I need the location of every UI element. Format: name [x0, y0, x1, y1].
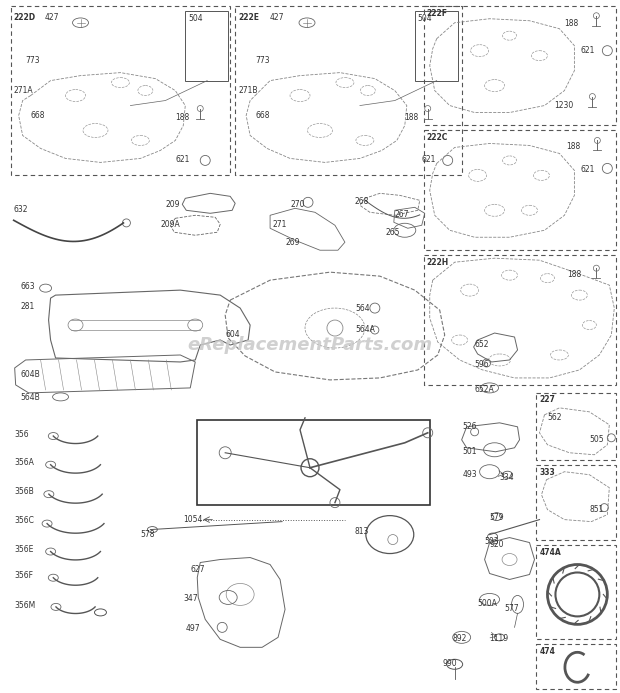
Text: 268: 268	[355, 198, 370, 207]
Text: 990: 990	[443, 659, 458, 668]
Text: 188: 188	[567, 270, 582, 279]
Text: 356A: 356A	[15, 458, 35, 467]
Text: 668: 668	[30, 110, 45, 119]
Bar	[415, 11, 458, 80]
Text: 773: 773	[255, 55, 270, 64]
Text: 265: 265	[386, 228, 401, 237]
Text: 222C: 222C	[427, 134, 448, 143]
Text: 604B: 604B	[20, 370, 40, 379]
Text: 632: 632	[14, 205, 28, 214]
Text: 270: 270	[290, 200, 304, 209]
Bar	[536, 644, 616, 690]
Text: 1230: 1230	[554, 100, 574, 109]
Text: 281: 281	[20, 302, 35, 311]
Text: 504: 504	[418, 14, 432, 23]
Text: 773: 773	[25, 55, 40, 64]
Text: 188: 188	[567, 143, 581, 152]
Text: 1054: 1054	[184, 515, 203, 524]
Text: 621: 621	[175, 155, 190, 164]
Text: 271B: 271B	[238, 86, 258, 94]
Text: 596: 596	[475, 360, 489, 369]
Text: 564: 564	[355, 304, 370, 313]
Text: 222D: 222D	[14, 12, 36, 21]
Text: 427: 427	[45, 12, 59, 21]
Text: 222E: 222E	[238, 12, 259, 21]
Text: 188: 188	[404, 112, 418, 121]
Text: 579: 579	[490, 513, 504, 522]
Text: 209: 209	[166, 200, 180, 209]
Text: 501: 501	[463, 447, 477, 456]
Text: 222F: 222F	[427, 9, 448, 18]
Text: 356C: 356C	[15, 516, 35, 525]
Text: 356F: 356F	[15, 572, 33, 581]
Bar	[536, 545, 616, 640]
Text: 1119: 1119	[490, 634, 509, 643]
Text: 668: 668	[255, 110, 270, 119]
Text: 427: 427	[270, 12, 285, 21]
Text: 474: 474	[539, 647, 556, 656]
Text: 851: 851	[590, 505, 604, 514]
Text: 920: 920	[490, 540, 504, 549]
Text: 474A: 474A	[539, 547, 561, 556]
Text: 652: 652	[475, 340, 489, 349]
Text: 497: 497	[185, 624, 200, 633]
Text: 333: 333	[539, 468, 556, 477]
Text: 621: 621	[422, 155, 436, 164]
Text: 356B: 356B	[15, 486, 35, 495]
Text: 663: 663	[20, 282, 35, 291]
Text: 621: 621	[580, 166, 595, 175]
Bar	[11, 6, 230, 175]
Text: 652A: 652A	[475, 385, 494, 394]
Text: 188: 188	[175, 112, 190, 121]
Bar	[423, 130, 616, 250]
Text: 269: 269	[285, 238, 299, 247]
Text: 493: 493	[463, 470, 477, 479]
Text: 500A: 500A	[477, 599, 497, 608]
Text: 347: 347	[184, 595, 198, 604]
Text: 526: 526	[463, 422, 477, 431]
Bar	[536, 393, 616, 459]
Bar	[423, 255, 616, 385]
Text: 578: 578	[140, 529, 155, 538]
Bar	[235, 6, 462, 175]
Text: 227: 227	[539, 395, 556, 404]
Text: 604: 604	[225, 330, 240, 339]
Text: 577: 577	[505, 604, 519, 613]
Text: 621: 621	[580, 46, 595, 55]
Text: 505: 505	[590, 435, 604, 444]
Text: 813: 813	[355, 527, 370, 536]
Bar	[185, 11, 228, 80]
Text: eReplacementParts.com: eReplacementParts.com	[187, 336, 433, 354]
Text: 271: 271	[272, 220, 286, 229]
Bar	[423, 6, 616, 125]
Text: 188: 188	[564, 19, 578, 28]
Text: 503: 503	[485, 536, 499, 545]
Text: 271A: 271A	[14, 86, 33, 94]
Text: 892: 892	[453, 634, 467, 643]
Text: 564A: 564A	[355, 325, 374, 334]
Bar	[536, 465, 616, 540]
Text: 334: 334	[500, 473, 514, 482]
Text: 564B: 564B	[20, 393, 40, 402]
Bar	[197, 420, 430, 505]
Text: 267: 267	[395, 210, 409, 219]
Text: 356E: 356E	[15, 545, 34, 554]
Text: 627: 627	[190, 565, 205, 574]
Text: 356: 356	[15, 430, 29, 439]
Text: 504: 504	[188, 14, 203, 23]
Text: 562: 562	[547, 413, 562, 422]
Text: 209A: 209A	[161, 220, 180, 229]
Text: 356M: 356M	[15, 602, 36, 611]
Text: 222H: 222H	[427, 258, 449, 267]
